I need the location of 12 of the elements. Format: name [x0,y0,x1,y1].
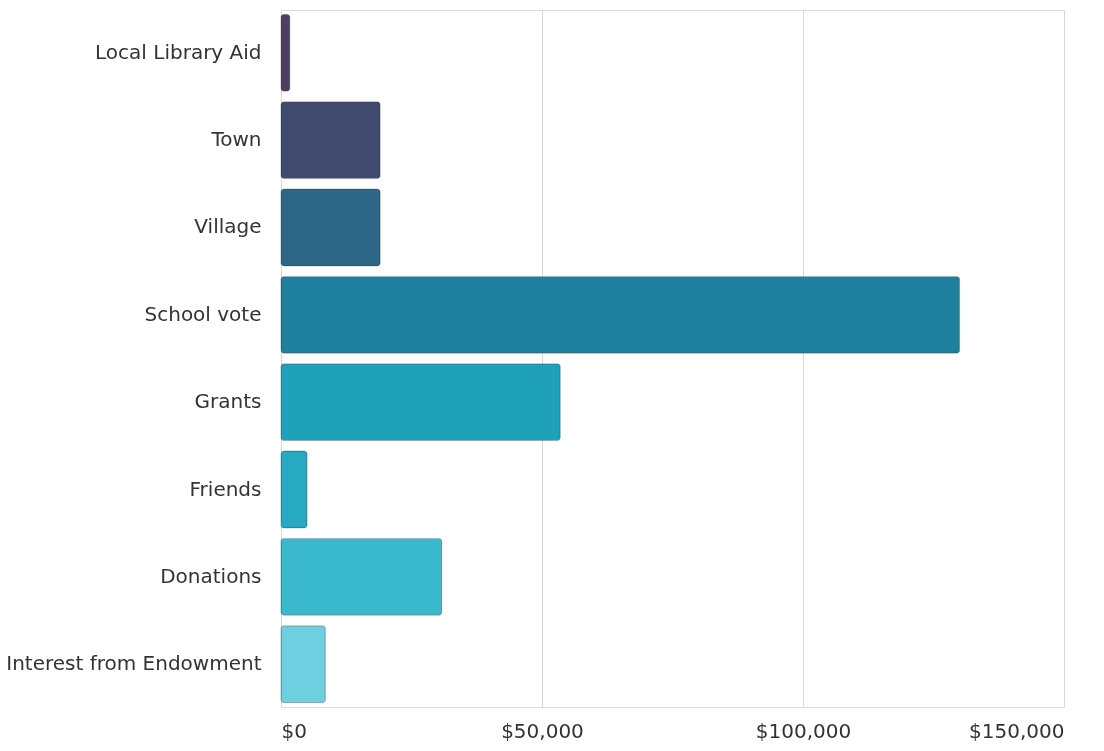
y-tick-label: Grants [194,389,262,414]
y-tick-label: Donations [160,563,262,588]
y-tick-label: Village [194,214,262,239]
y-tick-label: Friends [189,476,262,501]
y-tick-label: Interest from Endowment [6,651,262,676]
x-tick-label: $50,000 [501,718,584,743]
y-tick-label: School vote [144,301,262,326]
x-tick-label: $0 [281,718,307,743]
y-tick-label: Local Library Aid [95,39,262,64]
x-tick-label: $150,000 [969,718,1065,743]
x-tick-label: $100,000 [755,718,852,743]
y-tick-label: Town [210,127,262,152]
